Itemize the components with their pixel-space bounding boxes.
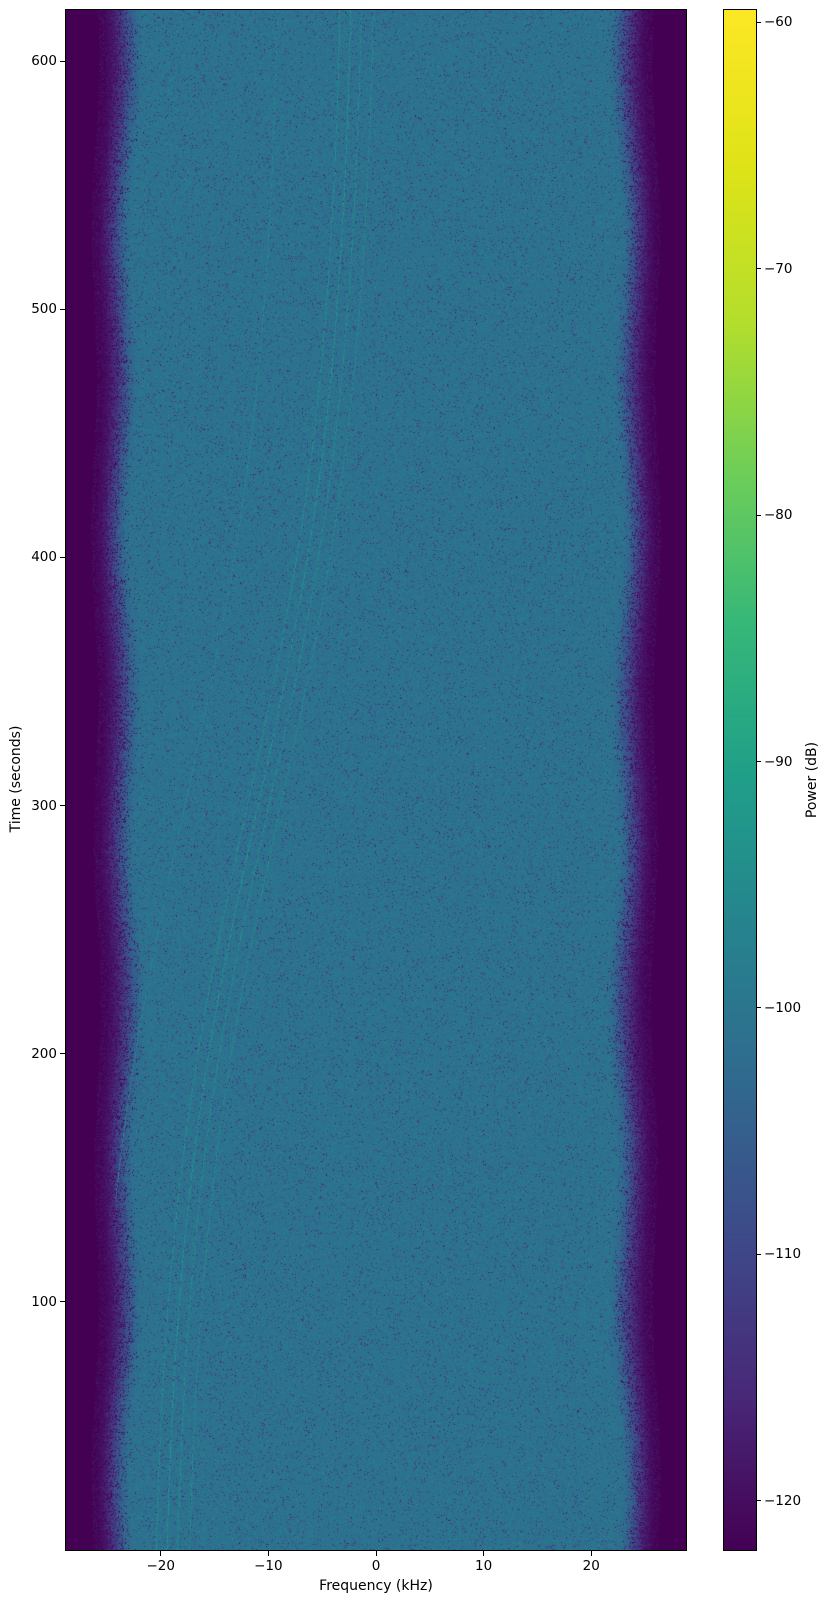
- x-tick-label: 20: [561, 1557, 621, 1575]
- y-tick-mark: [60, 1053, 65, 1054]
- spectrogram-image: [66, 10, 686, 1550]
- x-tick-label: −10: [238, 1557, 298, 1575]
- x-tick-mark: [376, 1551, 377, 1556]
- y-tick-mark: [60, 61, 65, 62]
- x-tick-mark: [268, 1551, 269, 1556]
- y-tick-label: 200: [3, 1045, 57, 1063]
- x-axis-label: Frequency (kHz): [66, 1578, 686, 1594]
- colorbar-tick-mark: [757, 761, 761, 762]
- colorbar-gradient: [724, 10, 756, 1550]
- colorbar-tick-mark: [757, 22, 761, 23]
- x-tick-mark: [483, 1551, 484, 1556]
- y-tick-mark: [60, 557, 65, 558]
- y-tick-label: 600: [3, 52, 57, 70]
- y-tick-mark: [60, 309, 65, 310]
- colorbar-tick-mark: [757, 515, 761, 516]
- plot-area: [65, 9, 687, 1551]
- colorbar-label: Power (dB): [804, 742, 820, 818]
- colorbar-tick-mark: [757, 1254, 761, 1255]
- y-axis-label: Time (seconds): [8, 726, 24, 833]
- x-tick-label: 0: [346, 1557, 406, 1575]
- y-tick-mark: [60, 1301, 65, 1302]
- y-tick-label: 500: [3, 300, 57, 318]
- spectrogram-figure: Frequency (kHz) Time (seconds) Power (dB…: [0, 0, 832, 1603]
- x-tick-label: 10: [454, 1557, 514, 1575]
- colorbar-tick-label: −90: [764, 753, 793, 771]
- colorbar-tick-label: −80: [764, 506, 793, 524]
- x-tick-mark: [160, 1551, 161, 1556]
- colorbar-tick-label: −120: [764, 1492, 801, 1510]
- colorbar-tick-mark: [757, 268, 761, 269]
- colorbar-tick-mark: [757, 1007, 761, 1008]
- y-tick-label: 100: [3, 1293, 57, 1311]
- colorbar-tick-label: −70: [764, 260, 793, 278]
- y-tick-mark: [60, 805, 65, 806]
- y-tick-label: 400: [3, 548, 57, 566]
- colorbar-tick-label: −60: [764, 13, 793, 31]
- colorbar-tick-label: −110: [764, 1245, 801, 1263]
- x-tick-label: −20: [131, 1557, 191, 1575]
- colorbar-tick-mark: [757, 1500, 761, 1501]
- x-tick-mark: [591, 1551, 592, 1556]
- y-tick-label: 300: [3, 797, 57, 815]
- colorbar: [723, 9, 757, 1551]
- colorbar-tick-label: −100: [764, 999, 801, 1017]
